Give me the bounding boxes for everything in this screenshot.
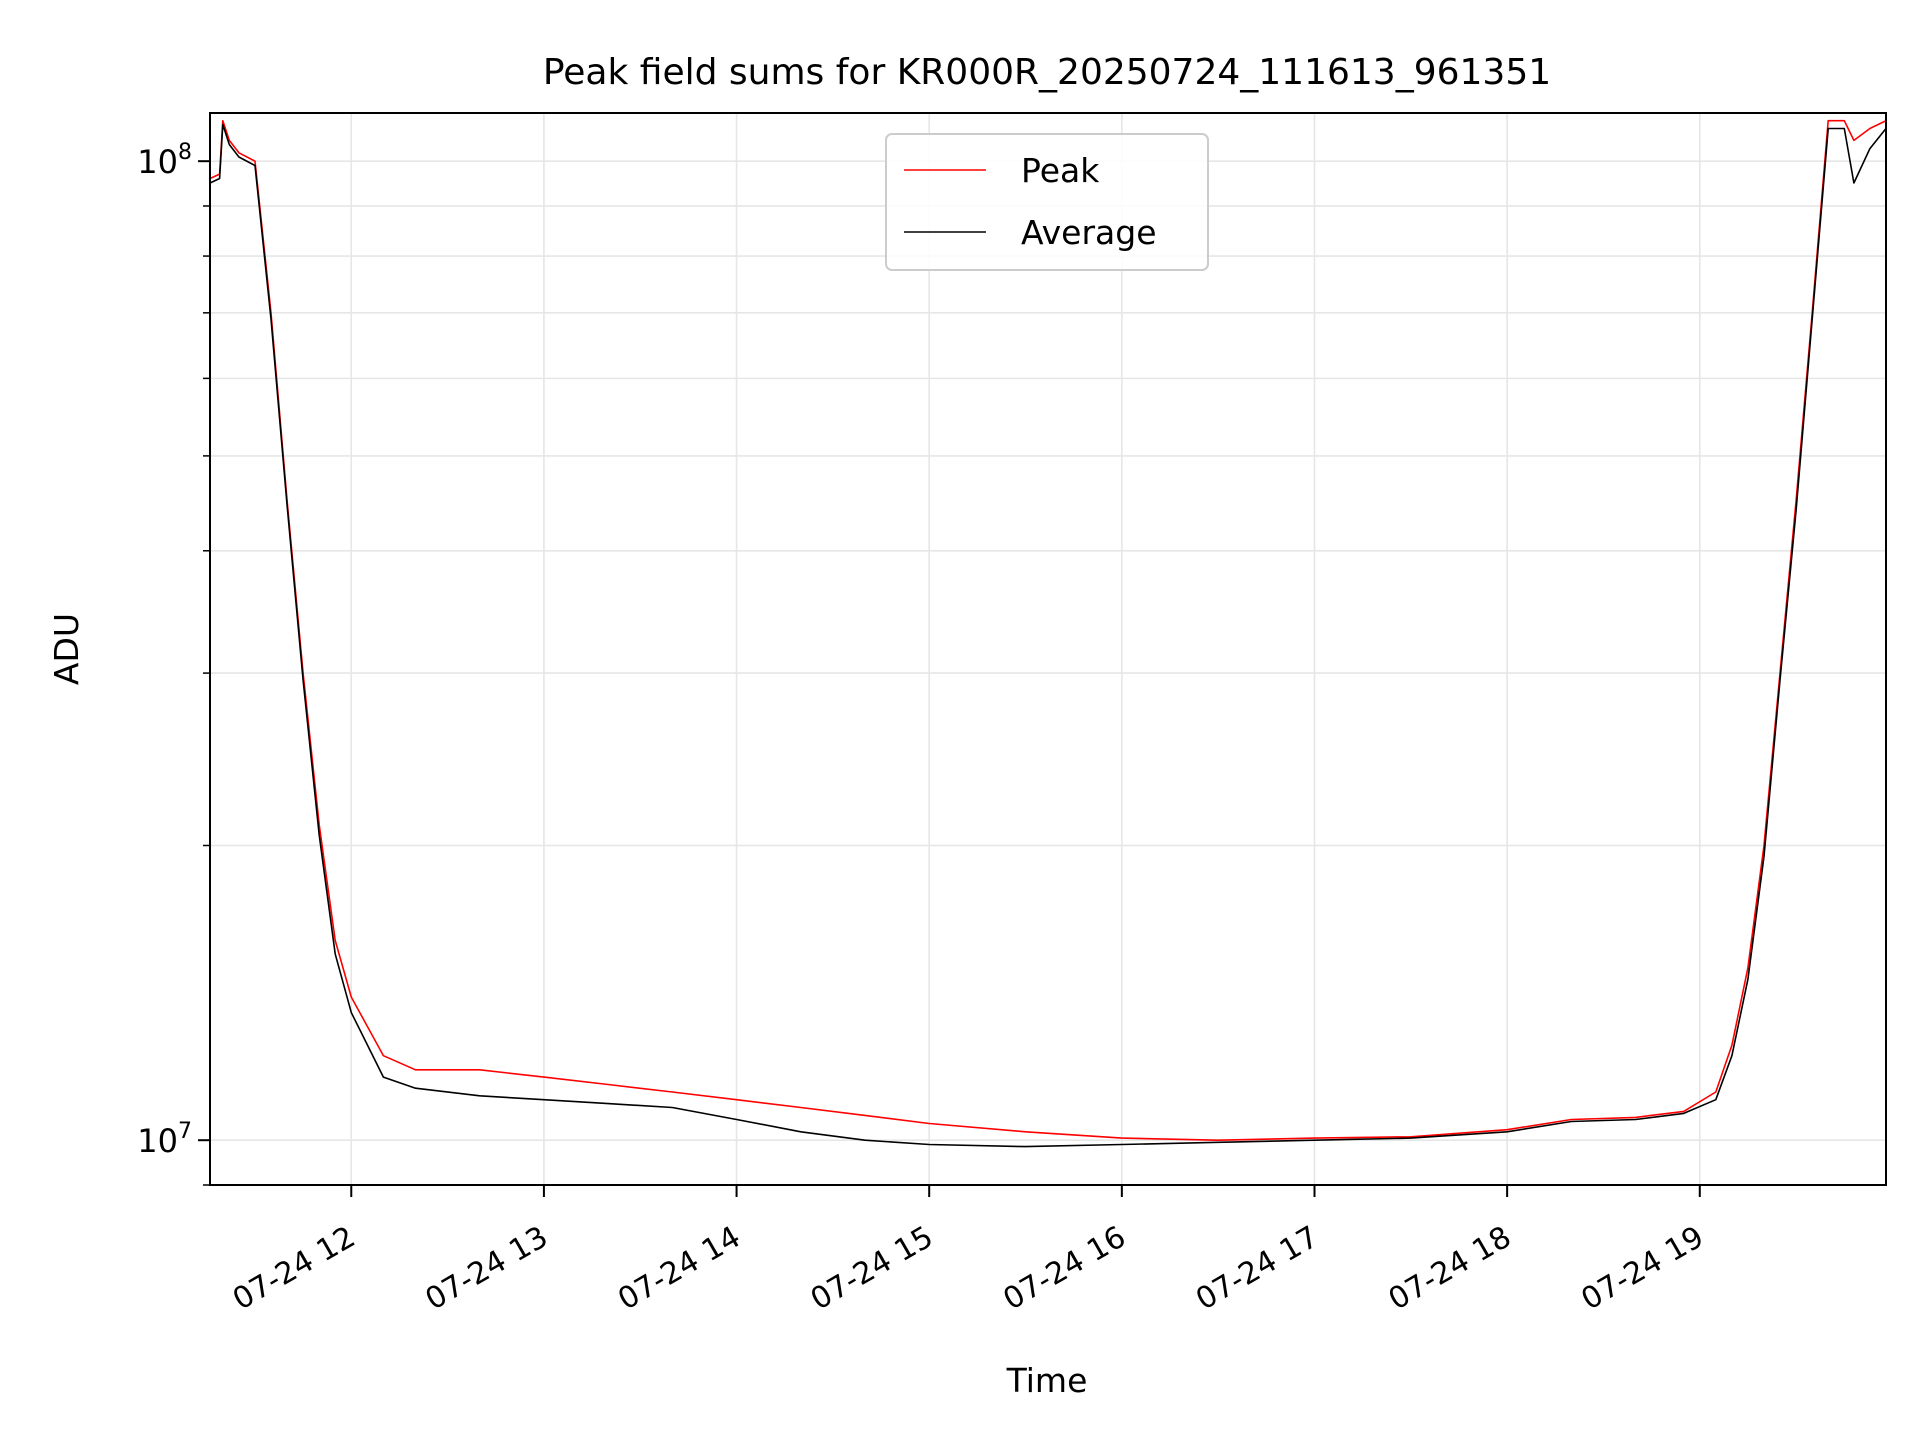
y-tick-label: 108: [137, 140, 192, 181]
legend-box: [885, 133, 1209, 271]
x-axis-label: Time: [1006, 1361, 1088, 1400]
chart-title: Peak field sums for KR000R_20250724_1116…: [543, 52, 1551, 93]
plot-frame: [209, 112, 1887, 1186]
legend-peak-label: Peak: [1021, 151, 1100, 190]
y-axis-label: ADU: [47, 613, 86, 685]
legend-average-label: Average: [1021, 213, 1157, 252]
series-line-average: [210, 123, 1886, 1148]
series-layer: [210, 119, 1886, 1148]
y-tick-label: 107: [137, 1119, 192, 1160]
y-axis: 107 108: [137, 140, 210, 1186]
legend: Peak Average: [885, 133, 1209, 271]
